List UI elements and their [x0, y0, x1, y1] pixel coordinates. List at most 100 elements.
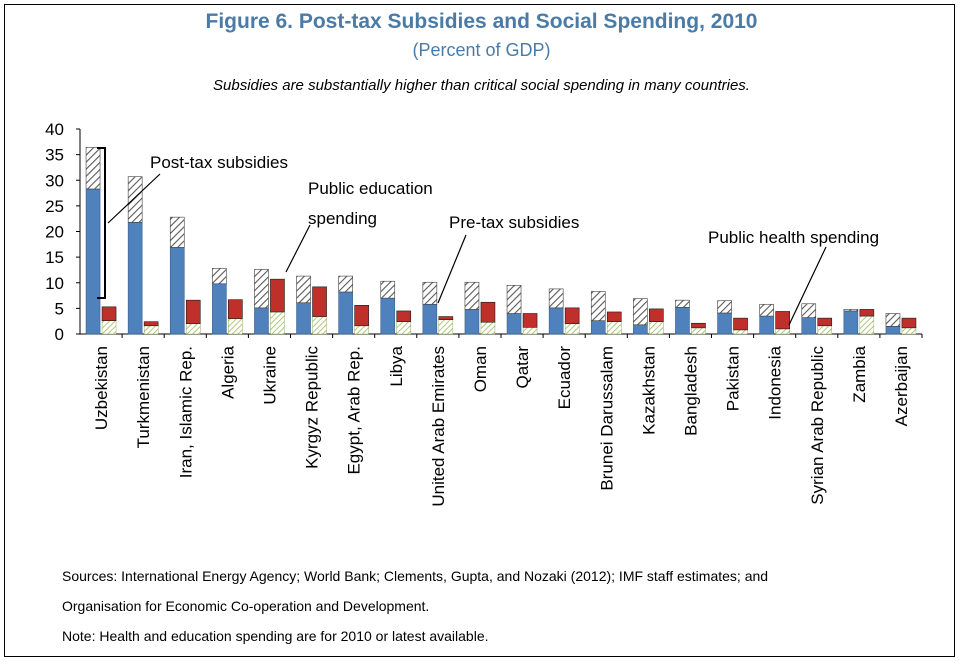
x-category-label: Libya: [387, 345, 406, 386]
bar-post-tax: [380, 280, 396, 299]
bar-post-tax: [801, 303, 817, 318]
annotation-health: Public health spending: [708, 228, 879, 326]
bar-post-tax: [296, 275, 311, 304]
x-category-label: Syrian Arab Republic: [808, 346, 827, 505]
bar-public-health: [480, 322, 496, 335]
bar-post-tax: [675, 299, 690, 308]
y-tick-label: 40: [45, 120, 64, 139]
bar-pre-tax: [717, 312, 732, 335]
bar-pre-tax: [633, 324, 648, 335]
bar-post-tax: [169, 216, 185, 248]
bar-pre-tax: [464, 309, 480, 335]
bar-public-education: [775, 311, 790, 330]
bar-pre-tax: [422, 303, 438, 335]
y-tick-label: 30: [45, 171, 64, 190]
label-education-line1: Public education: [308, 179, 433, 198]
bar-post-tax: [759, 303, 774, 317]
bar-public-health: [143, 325, 159, 335]
bar-post-tax: [885, 313, 901, 327]
bar-public-health: [354, 325, 369, 335]
x-category-label: Zambia: [850, 345, 869, 402]
annotation-education: Public education spending: [285, 179, 433, 273]
sources-line-1: Sources: International Energy Agency; Wo…: [62, 568, 769, 584]
figure-subtitle: (Percent of GDP): [412, 40, 551, 60]
bar-public-education: [396, 310, 412, 322]
x-category-label: United Arab Emirates: [429, 346, 448, 507]
bar-public-education: [564, 307, 580, 325]
bar-public-education: [859, 309, 875, 317]
bar-public-education: [606, 311, 622, 322]
y-tick-label: 5: [55, 299, 64, 318]
leader-education: [285, 224, 311, 273]
bar-public-health: [396, 321, 411, 335]
bar-pre-tax: [843, 310, 859, 335]
bar-public-education: [649, 308, 664, 323]
figure-title: Figure 6. Post-tax Subsidies and Social …: [205, 10, 758, 33]
x-category-label: Egypt, Arab Rep.: [345, 346, 364, 475]
bar-public-health: [649, 321, 664, 335]
bracket-post-tax: [97, 147, 106, 299]
x-category-label: Uzbekistan: [92, 346, 111, 430]
bar-pre-tax: [548, 307, 564, 335]
bar-public-education: [438, 316, 454, 320]
y-tick-label: 35: [45, 146, 64, 165]
bar-post-tax: [212, 268, 227, 285]
bar-public-health: [438, 319, 454, 335]
bar-post-tax: [254, 269, 269, 309]
bar-public-health: [775, 328, 790, 335]
x-category-label: Azerbaijan: [892, 346, 911, 426]
sources-line-2: Organisation for Economic Co-operation a…: [62, 598, 430, 614]
bar-public-education: [143, 321, 159, 327]
label-pre-tax: Pre-tax subsidies: [449, 213, 579, 232]
bar-post-tax: [127, 176, 143, 223]
bar-post-tax: [464, 281, 480, 310]
x-category-label: Iran, Islamic Rep.: [176, 346, 195, 478]
bar-public-education: [228, 299, 243, 319]
leader-pre-tax: [437, 234, 467, 304]
x-category-label: Brunei Darussalam: [597, 346, 616, 491]
bar-pre-tax: [85, 188, 101, 335]
figure-caption: Subsidies are substantially higher than …: [213, 77, 750, 94]
bar-pre-tax: [801, 317, 817, 335]
note-line: Note: Health and education spending are …: [62, 628, 489, 644]
bar-public-education: [691, 322, 706, 329]
bar-pre-tax: [759, 315, 774, 335]
bar-public-education: [270, 278, 285, 313]
bar-public-health: [270, 311, 285, 335]
bar-post-tax: [85, 147, 101, 190]
bar-post-tax: [422, 281, 438, 305]
annotation-post-tax: Post-tax subsidies: [97, 147, 288, 299]
bar-pre-tax: [296, 302, 311, 335]
y-tick-label: 20: [45, 223, 64, 242]
x-category-label: Oman: [471, 346, 490, 392]
bar-pre-tax: [675, 307, 690, 335]
bar-public-education: [354, 304, 369, 327]
bar-public-health: [312, 316, 327, 335]
bar-pre-tax: [169, 247, 185, 335]
bar-post-tax: [548, 288, 564, 309]
bar-post-tax: [590, 291, 606, 321]
bar-public-education: [480, 301, 496, 323]
bar-pre-tax: [338, 291, 353, 335]
bar-public-education: [522, 313, 538, 328]
bar-post-tax: [633, 298, 648, 326]
bar-public-health: [186, 323, 201, 335]
bar-public-health: [607, 321, 622, 335]
x-category-label: Turkmenistan: [134, 346, 153, 448]
bar-public-education: [185, 299, 201, 325]
y-tick-label: 0: [55, 325, 64, 344]
bar-public-education: [733, 317, 748, 331]
x-category-label: Ukraine: [260, 346, 279, 405]
label-post-tax: Post-tax subsidies: [150, 153, 288, 172]
leader-health: [788, 246, 827, 326]
y-tick-label: 15: [45, 248, 64, 267]
bar-public-health: [901, 327, 917, 335]
x-category-label: Ecuador: [555, 346, 574, 410]
x-category-label: Qatar: [513, 346, 532, 389]
x-category-label: Kyrgyz Republic: [303, 346, 322, 469]
figure-frame: [4, 4, 955, 657]
bar-public-health: [691, 327, 706, 335]
bar-pre-tax: [380, 297, 396, 335]
bar-public-health: [101, 320, 117, 335]
